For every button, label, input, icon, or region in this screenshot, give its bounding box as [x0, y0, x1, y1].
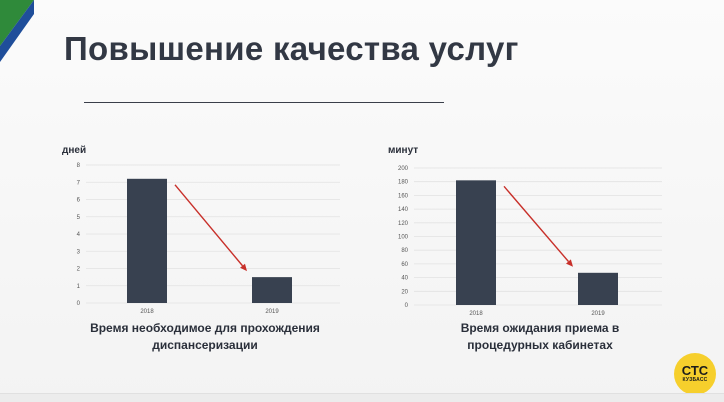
chart-left-y-tick-label: 4 — [77, 232, 81, 238]
chart-left-y-tick-label: 5 — [77, 215, 81, 221]
chart-left-x-tick-label: 2019 — [265, 309, 279, 315]
chart-right-y-tick-label: 180 — [398, 180, 409, 186]
chart-right-bar — [578, 272, 618, 305]
chart-right-y-tick-label: 20 — [401, 289, 408, 295]
chart-left-caption: Время необходимое для прохождения диспан… — [70, 320, 340, 354]
chart-right-y-axis-label: минут — [388, 145, 418, 156]
chart-right-trend-arrow-head — [566, 259, 573, 267]
badge-main-text: СТС — [681, 363, 709, 378]
chart-left-trend-arrow — [174, 184, 244, 267]
chart-right-y-tick-label: 140 — [398, 207, 409, 213]
chart-right-y-tick-label: 160 — [398, 193, 409, 199]
chart-right-caption-line-1: Время ожидания приема в — [460, 321, 620, 335]
chart-left-y-axis-label: дней — [62, 145, 86, 156]
chart-left-caption-line-2: диспансеризации — [152, 338, 258, 352]
ctc-kuzbass-badge: СТС КУЗБАСС — [674, 353, 716, 395]
chart-left-y-tick-label: 1 — [77, 284, 81, 290]
chart-left-y-tick-label: 3 — [77, 249, 81, 255]
chart-left-bar — [127, 178, 167, 303]
chart-right-y-tick-label: 200 — [398, 166, 409, 172]
chart-left: дней 0 1 2 3 4 5 6 7 8 2018 2019 — [60, 140, 346, 315]
chart-left-y-tick-label: 6 — [77, 198, 81, 204]
chart-right-trend-arrow — [503, 185, 569, 262]
badge-sub-text: КУЗБАСС — [682, 377, 708, 383]
chart-right: минут 0 20 40 60 80 100 120 140 160 180 200 2018 2019 — [386, 140, 672, 317]
chart-right-x-tick-label: 2019 — [591, 311, 605, 317]
chart-left-x-tick-label: 2018 — [140, 309, 154, 315]
chart-right-svg: минут 0 20 40 60 80 100 120 140 160 180 200 2018 2019 — [388, 145, 662, 317]
chart-right-y-tick-label: 60 — [401, 262, 408, 268]
chart-right-y-tick-label: 80 — [401, 248, 408, 254]
chart-left-y-tick-label: 7 — [77, 180, 81, 186]
chart-left-caption-line-1: Время необходимое для прохождения — [90, 321, 320, 335]
chart-right-y-tick-label: 100 — [398, 235, 409, 241]
chart-right-y-tick-label: 0 — [405, 303, 409, 309]
chart-right-caption-line-2: процедурных кабинетах — [467, 338, 613, 352]
chart-right-bar — [456, 180, 496, 305]
chart-left-svg: дней 0 1 2 3 4 5 6 7 8 2018 2019 — [62, 145, 340, 315]
chart-left-trend-arrow-head — [240, 263, 247, 272]
corner-logo-icon — [0, 0, 34, 62]
chart-right-x-tick-label: 2018 — [469, 311, 483, 317]
chart-left-bar — [252, 277, 292, 303]
chart-right-caption: Время ожидания приема в процедурных каби… — [410, 320, 670, 354]
chart-right-y-tick-label: 40 — [401, 276, 408, 282]
chart-right-y-tick-label: 120 — [398, 221, 409, 227]
title-divider — [84, 102, 444, 103]
chart-left-y-tick-label: 0 — [77, 301, 81, 307]
chart-left-y-tick-label: 2 — [77, 267, 81, 273]
player-controls-strip — [0, 393, 724, 402]
slide-title: Повышение качества услуг — [64, 30, 519, 67]
chart-left-y-tick-label: 8 — [77, 163, 81, 169]
